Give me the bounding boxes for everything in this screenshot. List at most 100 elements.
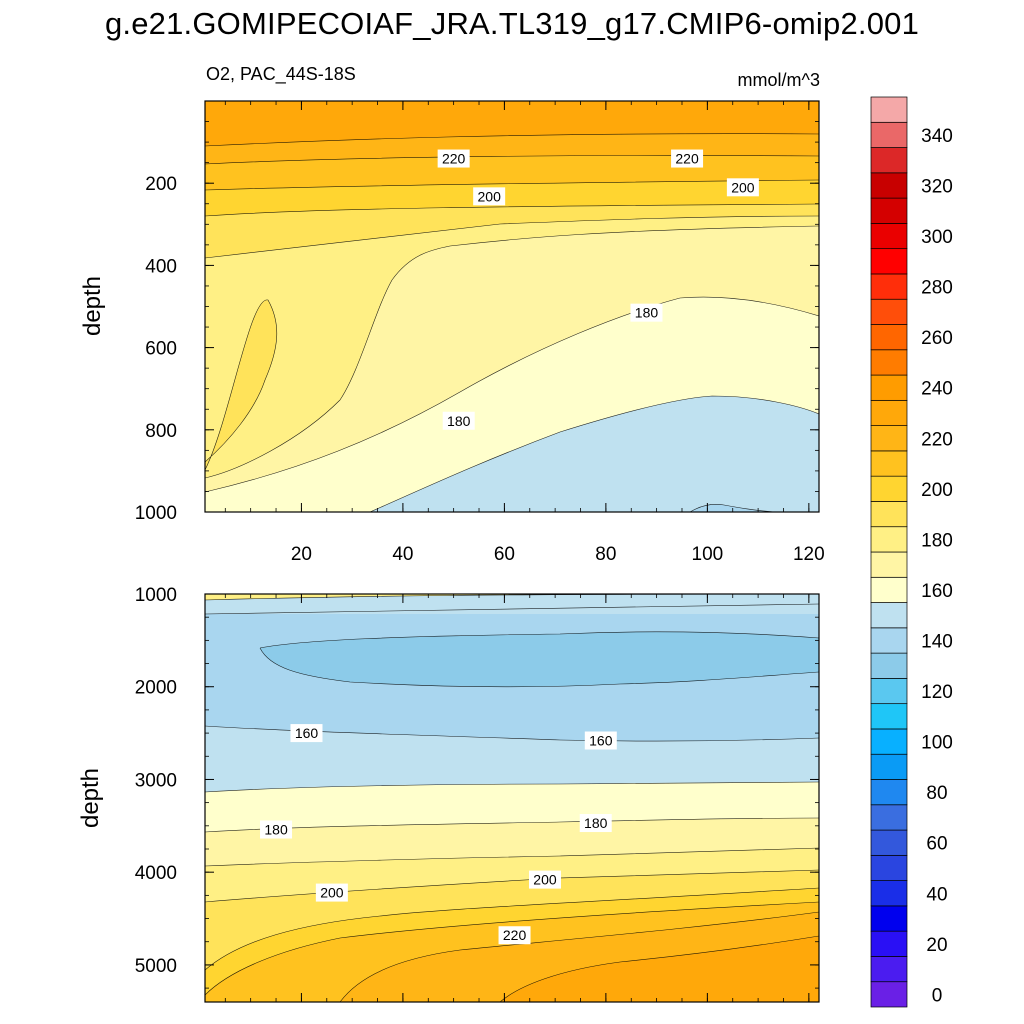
lower-contour-labels: 160 160 180 180 200 200 220 — [260, 724, 617, 945]
lower-plot-frame — [204, 593, 820, 1003]
colorbar-labels: 0 20 40 60 80 100 120 140 160 180 200 220 240 260 280 3… — [921, 126, 953, 1006]
colorbar-tick-label: 200 — [921, 480, 953, 501]
colorbar-swatch — [870, 930, 908, 957]
colorbar-swatch — [870, 526, 908, 553]
contour-label-box — [498, 926, 531, 945]
colorbar-tick-label: 140 — [921, 631, 953, 652]
colorbar-swatch — [870, 501, 908, 528]
colorbar-swatch — [870, 678, 908, 705]
colorbar-swatch — [870, 551, 908, 578]
contour-label: 180 — [260, 820, 293, 839]
colorbar-swatch — [870, 728, 908, 755]
colorbar-tick-label: 220 — [921, 429, 953, 450]
contour-label-text: 200 — [533, 872, 557, 888]
contour-label: 220 — [437, 149, 470, 168]
colorbar-swatch — [870, 425, 908, 452]
colorbar-swatch — [870, 223, 908, 250]
colorbar-swatch — [870, 956, 908, 983]
x-tick-label: 80 — [595, 544, 616, 565]
contour-label-text: 220 — [503, 927, 527, 943]
contour-label: 160 — [290, 724, 323, 743]
units-label: mmol/m^3 — [737, 70, 820, 90]
colorbar-swatch — [870, 880, 908, 907]
colorbar-swatch — [870, 703, 908, 730]
colorbar-swatch — [870, 147, 908, 174]
colorbar-tick-label: 100 — [921, 733, 953, 754]
upper-y-axis-label: depth — [79, 276, 106, 336]
colorbar-swatch — [870, 349, 908, 376]
lower-contour-fill — [205, 594, 819, 1002]
contour-label-text: 200 — [320, 885, 344, 901]
panel-subtitle: O2, PAC_44S-18S — [206, 64, 356, 84]
y-tick-label: 2000 — [135, 678, 177, 699]
colorbar-swatch — [870, 576, 908, 603]
y-tick-label: 200 — [145, 174, 177, 195]
contour-label-box — [437, 149, 470, 168]
x-tick-label: 60 — [494, 544, 515, 565]
y-tick-label: 1000 — [135, 585, 177, 606]
contour-label: 180 — [442, 411, 475, 430]
colorbar-tick-label: 240 — [921, 379, 953, 400]
contour-label-box — [584, 731, 617, 750]
colorbar-tick-label: 300 — [921, 227, 953, 248]
contour-label-box — [630, 303, 663, 322]
colorbar-swatch — [870, 854, 908, 881]
colorbar-tick-label: 40 — [926, 884, 947, 905]
contour-label-box — [260, 820, 293, 839]
upper-panel: 220 220 200 200 180 180 20 40 60 80 100 120 200 400… — [79, 100, 825, 565]
colorbar-swatch — [870, 324, 908, 351]
x-tick-label: 100 — [692, 544, 724, 565]
contour-label-text: 200 — [477, 188, 501, 204]
colorbar-swatch — [870, 298, 908, 325]
x-tick-label: 120 — [793, 544, 825, 565]
contour-label-box — [579, 814, 612, 833]
contour-label-text: 180 — [447, 413, 471, 429]
colorbar-tick-label: 260 — [921, 328, 953, 349]
colorbar-swatch — [870, 779, 908, 806]
contour-label: 180 — [579, 814, 612, 833]
colorbar-swatch — [870, 399, 908, 426]
colorbar-tick-label: 340 — [921, 126, 953, 147]
colorbar-swatch — [870, 829, 908, 856]
colorbar-swatch — [870, 905, 908, 932]
y-tick-label: 5000 — [135, 956, 177, 977]
colorbar-swatch — [870, 172, 908, 199]
y-tick-label: 3000 — [135, 770, 177, 791]
y-tick-label: 800 — [145, 421, 177, 442]
lower-x-ticks — [224, 594, 810, 1002]
lower-y-axis-label: depth — [77, 768, 104, 828]
contour-label: 220 — [498, 926, 531, 945]
lower-y-ticks: 1000 2000 3000 4000 5000 — [135, 585, 819, 989]
colorbar-swatch — [870, 627, 908, 654]
x-tick-label: 20 — [291, 544, 312, 565]
y-tick-label: 600 — [145, 339, 177, 360]
colorbar-swatch — [870, 602, 908, 629]
contour-label-box — [290, 724, 323, 743]
upper-contour-fill — [205, 101, 819, 512]
contour-label-text: 220 — [442, 151, 466, 167]
contour-label-text: 160 — [295, 725, 319, 741]
y-tick-label: 4000 — [135, 863, 177, 884]
colorbar-tick-label: 180 — [921, 530, 953, 551]
colorbar-tick-label: 320 — [921, 176, 953, 197]
contour-label-box — [442, 411, 475, 430]
colorbar-swatch — [870, 273, 908, 300]
colorbar-tick-label: 160 — [921, 581, 953, 602]
contour-label-box — [726, 178, 759, 197]
figure-title: g.e21.GOMIPECOIAF_JRA.TL319_g17.CMIP6-om… — [104, 6, 920, 41]
colorbar-swatch — [870, 248, 908, 275]
contour-label-text: 180 — [635, 305, 659, 321]
upper-contour-labels: 220 220 200 200 180 180 — [437, 149, 759, 430]
colorbar-swatch — [870, 753, 908, 780]
contour-label-box — [473, 187, 506, 206]
colorbar-swatch — [870, 450, 908, 477]
colorbar-tick-label: 20 — [926, 935, 947, 956]
contour-label: 220 — [671, 149, 704, 168]
colorbar-swatch — [870, 981, 908, 1008]
contour-label: 200 — [726, 178, 759, 197]
y-tick-label: 400 — [145, 256, 177, 277]
colorbar-swatch — [870, 804, 908, 831]
lower-panel: 160 160 180 180 200 200 220 1000 2000 3000 4000 50… — [77, 585, 820, 1003]
contour-label-text: 160 — [589, 733, 613, 749]
